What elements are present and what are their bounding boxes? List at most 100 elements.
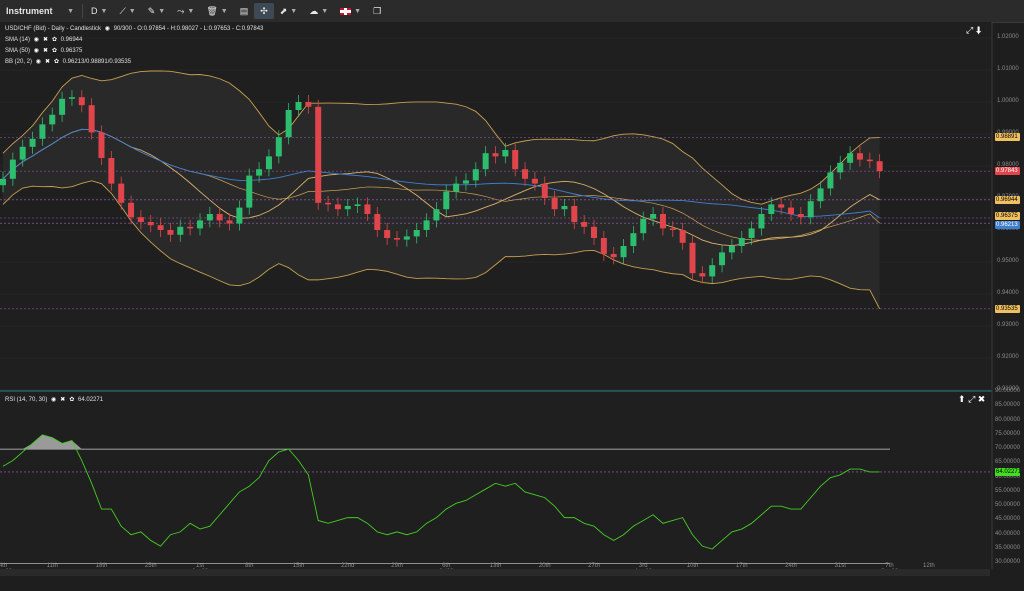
eye-icon[interactable]: ◉ bbox=[51, 397, 57, 403]
candle-body bbox=[374, 214, 381, 230]
candle-body bbox=[334, 204, 341, 210]
sma50-line bbox=[2, 128, 880, 219]
pencil-icon: ✎ bbox=[147, 5, 156, 16]
candle-body bbox=[265, 156, 272, 170]
gear-icon[interactable]: ✿ bbox=[51, 37, 57, 43]
chevron-down-icon: ▼ bbox=[187, 7, 195, 15]
rsi-axis-label: 50.00000 bbox=[995, 502, 1021, 509]
symbol-line: USD/CHF (Bid) - Daily - Candlestick bbox=[5, 26, 102, 32]
draw-tools-dropdown[interactable]: ✎ ▼ bbox=[142, 0, 171, 22]
candle-body bbox=[709, 265, 716, 277]
gear-icon[interactable]: ✿ bbox=[53, 59, 59, 65]
candle-body bbox=[866, 159, 873, 162]
candle-body bbox=[364, 204, 371, 214]
time-axis-label: 25th bbox=[136, 563, 166, 569]
new-window-button[interactable]: ❐ bbox=[367, 0, 387, 22]
time-label-day: 3rd bbox=[638, 563, 648, 569]
expand-icon[interactable]: ⤢ bbox=[968, 394, 976, 404]
candle-body bbox=[403, 236, 410, 240]
candle-body bbox=[177, 226, 184, 235]
time-label-day: 20th bbox=[538, 563, 551, 569]
candle-body bbox=[354, 204, 361, 206]
gear-icon[interactable]: ✿ bbox=[51, 48, 57, 54]
layout-button[interactable]: ▤ bbox=[234, 0, 255, 22]
candle-body bbox=[650, 214, 657, 219]
close-icon[interactable]: ✖ bbox=[44, 59, 50, 65]
expand-icon[interactable]: ⤢ bbox=[966, 25, 974, 35]
chart-canvas[interactable] bbox=[0, 22, 1024, 591]
candle-body bbox=[788, 207, 794, 214]
rsi-pane-controls: ⬆ ⤢ ✖ bbox=[958, 394, 985, 405]
bb-value: 0.96213/0.98891/0.93535 bbox=[62, 59, 132, 65]
eye-icon[interactable]: ◉ bbox=[104, 26, 110, 32]
rsi-axis-label: 75.00000 bbox=[995, 430, 1021, 437]
close-icon[interactable]: ✖ bbox=[42, 48, 48, 54]
indicators-dropdown[interactable]: ⤳ ▼ bbox=[171, 0, 200, 22]
candle-body bbox=[167, 230, 174, 235]
time-label-day: 10th bbox=[686, 563, 699, 569]
candle-body bbox=[384, 230, 391, 238]
gear-icon[interactable]: ✿ bbox=[69, 397, 75, 403]
candle-body bbox=[472, 169, 479, 181]
price-axis-label: 1.02000 bbox=[997, 34, 1019, 40]
arrow-down-icon[interactable]: ⬇ bbox=[975, 25, 982, 35]
rsi-axis-label: 60.00000 bbox=[995, 473, 1021, 480]
close-icon[interactable]: ✖ bbox=[60, 397, 66, 403]
candle-body bbox=[837, 162, 844, 173]
rsi-pane-bg bbox=[0, 392, 992, 569]
timeframe-dropdown[interactable]: D ▼ bbox=[85, 0, 113, 22]
candle-body bbox=[68, 97, 75, 99]
candle-body bbox=[551, 198, 558, 210]
candle-body bbox=[847, 153, 854, 163]
line-tool-icon: ⟋ bbox=[119, 5, 126, 16]
timeframe-label: D bbox=[91, 6, 98, 16]
eye-icon[interactable]: ◉ bbox=[33, 37, 39, 43]
rsi-axis-label: 70.00000 bbox=[995, 445, 1021, 452]
close-icon[interactable]: ✖ bbox=[42, 37, 48, 43]
candle-body bbox=[620, 246, 627, 258]
time-label-day: 8th bbox=[245, 563, 254, 569]
cursor-dropdown[interactable]: ⬈ ▼ bbox=[274, 0, 303, 22]
candle-body bbox=[571, 206, 578, 222]
arrow-up-icon[interactable]: ⬆ bbox=[958, 394, 966, 404]
language-dropdown[interactable]: ▼ bbox=[334, 0, 367, 22]
candle-body bbox=[719, 252, 726, 266]
symbol-info: USD/CHF (Bid) - Daily - Candlestick ◉ 90… bbox=[5, 25, 263, 32]
candle-body bbox=[88, 105, 95, 133]
sma14-line bbox=[2, 128, 880, 246]
instrument-dropdown[interactable]: Instrument ▼ bbox=[0, 0, 80, 22]
time-label-day: 29th bbox=[391, 563, 403, 569]
delete-dropdown[interactable]: 🗑 ▼ bbox=[200, 0, 233, 22]
close-icon[interactable]: ✖ bbox=[977, 394, 986, 404]
candle-body bbox=[738, 238, 745, 246]
price-axis-label: 0.99000 bbox=[997, 130, 1019, 136]
candle-body bbox=[561, 206, 568, 210]
candle-body bbox=[522, 169, 529, 179]
candle-body bbox=[147, 222, 154, 226]
candle-body bbox=[344, 206, 351, 210]
layout-icon: ▤ bbox=[239, 5, 249, 16]
eye-icon[interactable]: ◉ bbox=[35, 59, 41, 65]
weather-dropdown[interactable]: ☁ ▼ bbox=[303, 0, 334, 22]
crosshair-button[interactable]: ✣ bbox=[254, 3, 274, 19]
sma50-value: 0.96375 bbox=[60, 48, 83, 54]
price-axis-label: 1.00000 bbox=[997, 98, 1019, 104]
candle-body bbox=[640, 218, 647, 234]
candle-body bbox=[315, 106, 322, 203]
eye-icon[interactable]: ◉ bbox=[33, 48, 39, 54]
chevron-down-icon: ▼ bbox=[220, 7, 228, 15]
rsi-axis-label: 45.00000 bbox=[995, 516, 1021, 523]
candle-body bbox=[305, 102, 312, 107]
candle-body bbox=[669, 228, 676, 230]
window-icon: ❐ bbox=[373, 5, 382, 16]
time-axis-label: 20th bbox=[530, 563, 560, 569]
rsi-line bbox=[2, 434, 880, 550]
chevron-down-icon: ▼ bbox=[100, 7, 108, 15]
candle-body bbox=[236, 207, 243, 224]
time-axis-label: 22nd bbox=[333, 563, 363, 569]
candle-body bbox=[187, 226, 194, 229]
close-price-tag: 0.97843 bbox=[995, 167, 1020, 176]
horizontal-scrollbar[interactable] bbox=[0, 569, 990, 576]
rsi-axis-label: 30.00000 bbox=[995, 559, 1021, 566]
chart-type-dropdown[interactable]: ⟋ ▼ bbox=[113, 0, 141, 22]
